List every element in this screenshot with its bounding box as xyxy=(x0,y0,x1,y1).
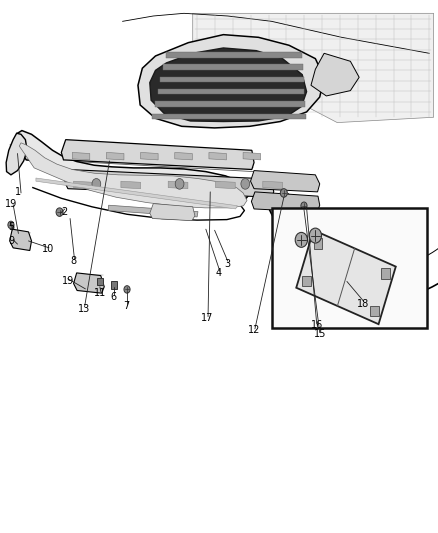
Bar xyxy=(314,238,322,249)
Polygon shape xyxy=(193,13,434,125)
Polygon shape xyxy=(209,152,226,160)
Bar xyxy=(272,208,427,328)
Polygon shape xyxy=(160,77,304,82)
Circle shape xyxy=(295,232,307,247)
Polygon shape xyxy=(141,152,158,160)
Text: 6: 6 xyxy=(110,292,116,302)
Polygon shape xyxy=(10,229,32,251)
Polygon shape xyxy=(109,205,198,217)
Text: 16: 16 xyxy=(311,320,323,330)
Circle shape xyxy=(241,179,250,189)
Circle shape xyxy=(309,228,321,243)
Polygon shape xyxy=(168,181,188,189)
Polygon shape xyxy=(72,152,90,160)
Text: 18: 18 xyxy=(357,299,370,309)
Polygon shape xyxy=(150,204,195,221)
Polygon shape xyxy=(155,101,305,107)
Text: 10: 10 xyxy=(42,244,54,254)
Circle shape xyxy=(301,202,307,209)
Polygon shape xyxy=(150,48,307,122)
Circle shape xyxy=(8,221,14,229)
Text: 9: 9 xyxy=(8,236,14,246)
Text: 19: 19 xyxy=(5,199,17,208)
Polygon shape xyxy=(158,89,304,94)
Bar xyxy=(302,276,311,286)
Polygon shape xyxy=(121,181,141,189)
Text: 15: 15 xyxy=(314,329,326,339)
Polygon shape xyxy=(296,230,396,324)
Polygon shape xyxy=(17,131,250,201)
Polygon shape xyxy=(215,181,235,189)
Polygon shape xyxy=(152,114,306,119)
Text: 8: 8 xyxy=(71,256,77,266)
Polygon shape xyxy=(6,133,27,175)
Bar xyxy=(381,268,390,279)
Text: 13: 13 xyxy=(78,304,91,314)
Text: 7: 7 xyxy=(123,302,129,311)
Bar xyxy=(111,281,117,289)
Text: 11: 11 xyxy=(94,288,106,298)
Circle shape xyxy=(175,179,184,189)
Polygon shape xyxy=(106,152,124,160)
Polygon shape xyxy=(138,35,324,128)
Polygon shape xyxy=(74,273,104,293)
Polygon shape xyxy=(65,169,274,197)
Polygon shape xyxy=(166,52,302,58)
Circle shape xyxy=(124,286,130,293)
Text: 3: 3 xyxy=(225,259,231,269)
Polygon shape xyxy=(19,143,247,208)
Text: 17: 17 xyxy=(201,313,213,323)
Polygon shape xyxy=(243,152,261,160)
Polygon shape xyxy=(251,171,320,192)
Text: 4: 4 xyxy=(216,269,222,278)
Polygon shape xyxy=(36,178,237,209)
Circle shape xyxy=(56,208,63,216)
Bar xyxy=(97,278,103,285)
Polygon shape xyxy=(61,140,254,169)
Polygon shape xyxy=(251,192,320,212)
Text: 19: 19 xyxy=(62,276,74,286)
Text: 12: 12 xyxy=(248,326,260,335)
Polygon shape xyxy=(311,53,359,96)
Text: 1: 1 xyxy=(14,187,21,197)
Text: 2: 2 xyxy=(62,207,68,217)
Bar xyxy=(370,305,378,316)
Polygon shape xyxy=(263,181,283,189)
Circle shape xyxy=(92,179,101,189)
Circle shape xyxy=(280,189,287,197)
Polygon shape xyxy=(163,64,303,70)
Polygon shape xyxy=(74,181,93,189)
Text: 5: 5 xyxy=(8,222,14,231)
Polygon shape xyxy=(175,152,192,160)
